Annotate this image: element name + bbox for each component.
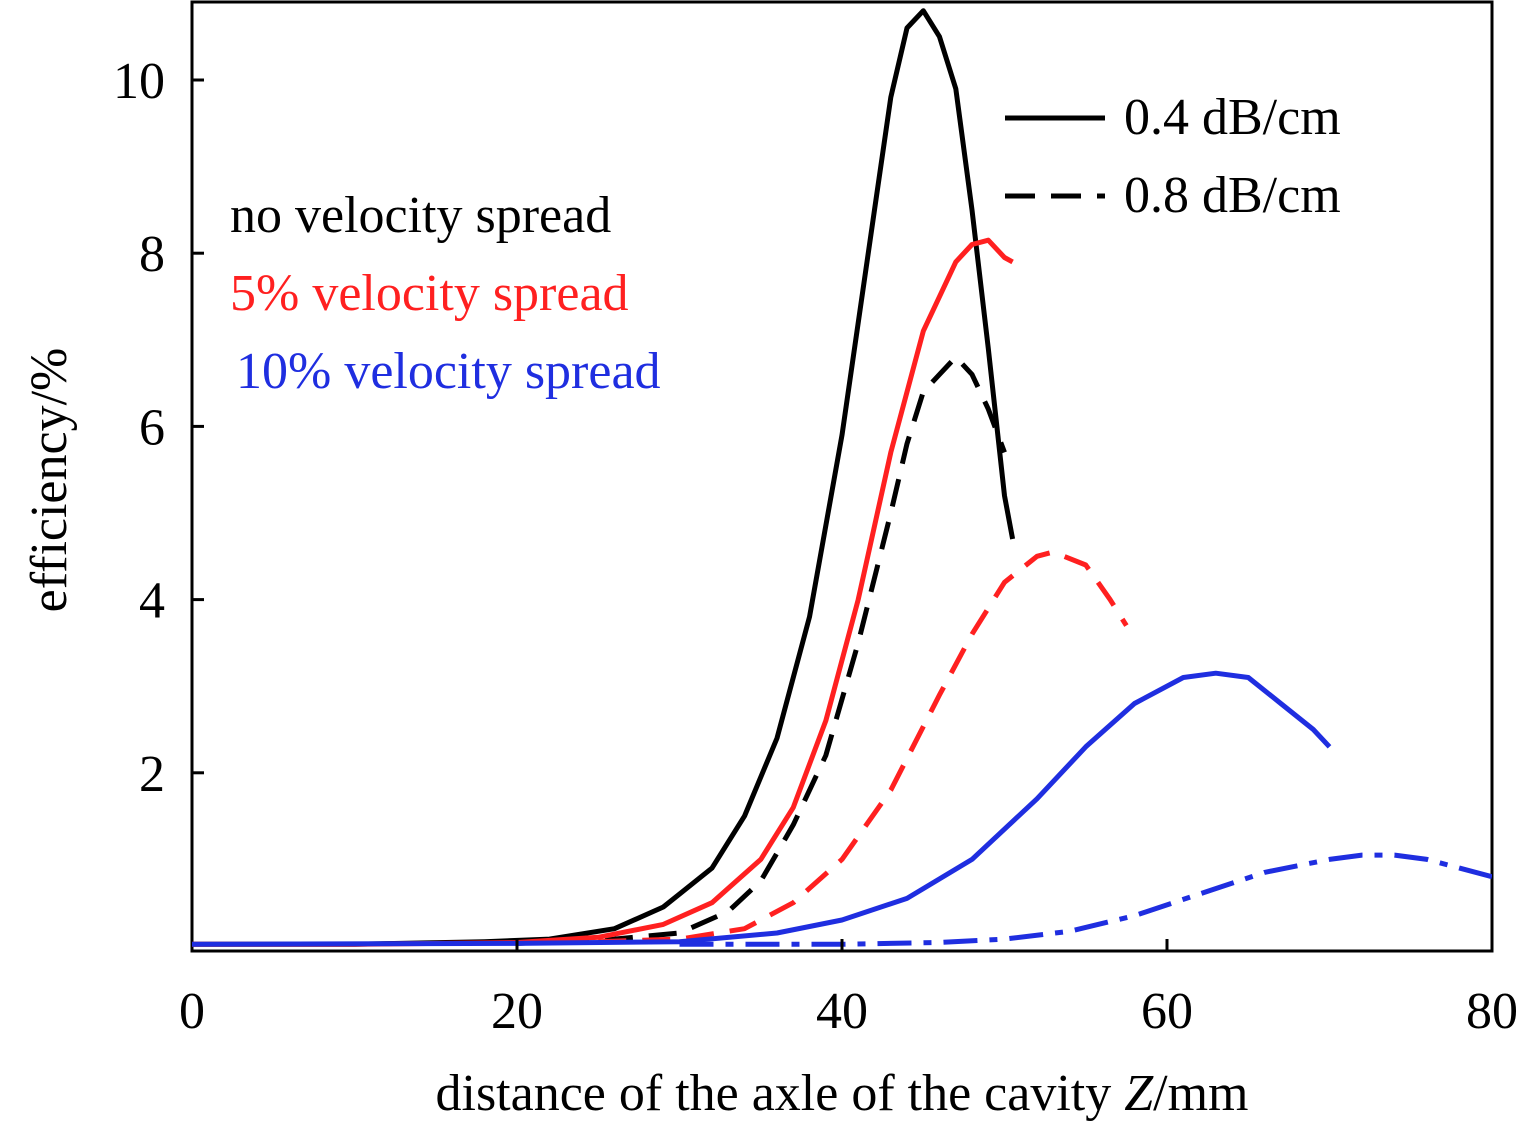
series-line-5 [679,852,1492,947]
y-tick-label: 4 [139,573,165,630]
x-axis-label-symbol: Z [1124,1065,1154,1122]
series-line-0 [192,8,1016,947]
y-tick-label: 2 [139,746,165,803]
series-line-4 [192,670,1332,947]
legend-label-solid: 0.4 dB/cm [1124,89,1341,146]
x-tick-label: 20 [491,983,543,1040]
x-tick-label: 80 [1466,983,1518,1040]
y-tick-label: 10 [113,53,165,110]
x-tick-label: 60 [1141,983,1193,1040]
x-axis-label: distance of the axle of the cavity Z/mm [436,1065,1249,1122]
series-layer [192,8,1492,947]
series-line-3 [598,549,1129,945]
series-line-2 [192,237,1014,947]
ticks-layer: 0 20 40 60 80 2 4 6 8 10 [113,53,1518,1040]
x-axis-label-text: distance of the axle of the cavity [436,1065,1125,1122]
annotation-10pct-spread: 10% velocity spread [236,343,661,400]
annotation-5pct-spread: 5% velocity spread [230,265,629,322]
x-tick-label: 40 [816,983,868,1040]
x-axis-label-unit: /mm [1153,1065,1248,1122]
legend: 0.4 dB/cm 0.8 dB/cm [1005,89,1341,224]
series-line-1 [516,354,1007,946]
annotation-no-spread: no velocity spread [230,187,611,244]
legend-label-dashed: 0.8 dB/cm [1124,167,1341,224]
y-tick-label: 8 [139,226,165,283]
y-tick-label: 6 [139,399,165,456]
x-tick-label: 0 [179,983,205,1040]
annotations: no velocity spread 5% velocity spread 10… [230,187,661,400]
y-axis-label: efficiency/% [21,348,78,613]
